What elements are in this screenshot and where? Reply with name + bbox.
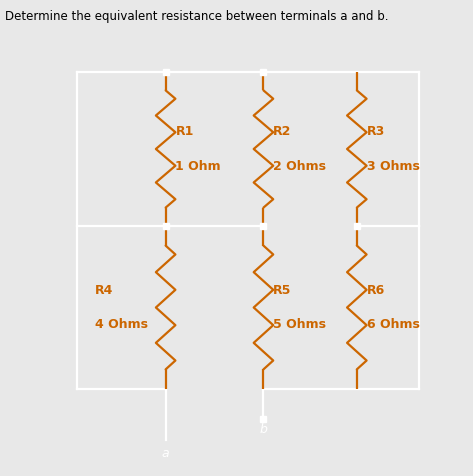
Text: 5 Ohms: 5 Ohms — [273, 318, 326, 331]
Text: R6: R6 — [367, 284, 385, 297]
Text: R1: R1 — [175, 125, 194, 139]
Text: Determine the equivalent resistance between terminals a and b.: Determine the equivalent resistance betw… — [5, 10, 388, 23]
Text: 3 Ohms: 3 Ohms — [367, 159, 420, 173]
Text: R4: R4 — [95, 284, 113, 297]
Text: R5: R5 — [273, 284, 292, 297]
Text: a: a — [162, 446, 169, 460]
Text: 1 Ohm: 1 Ohm — [175, 159, 221, 173]
Text: R3: R3 — [367, 125, 385, 139]
Text: b: b — [260, 423, 267, 436]
Text: 4 Ohms: 4 Ohms — [95, 318, 148, 331]
Text: 2 Ohms: 2 Ohms — [273, 159, 326, 173]
Text: R2: R2 — [273, 125, 292, 139]
Text: 6 Ohms: 6 Ohms — [367, 318, 420, 331]
